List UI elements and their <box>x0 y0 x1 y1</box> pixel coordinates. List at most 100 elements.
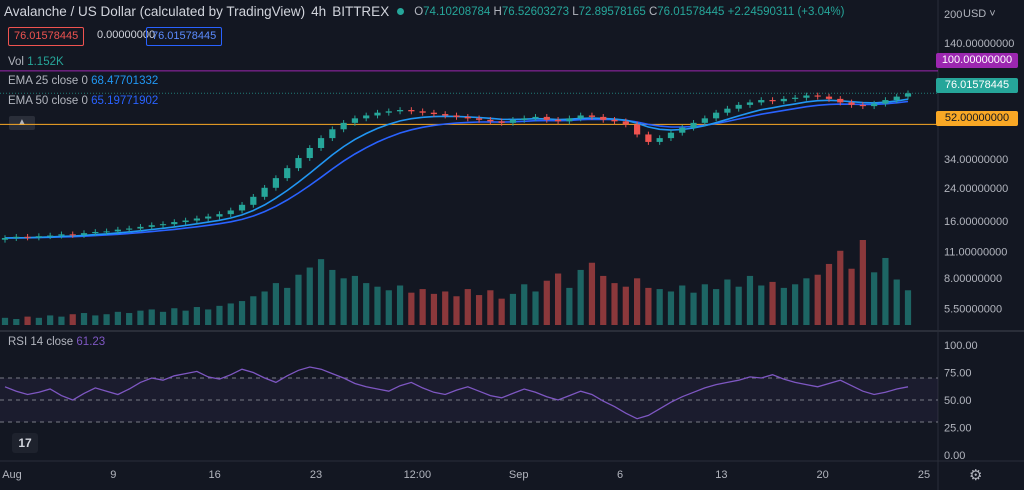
candle-body <box>1 238 9 240</box>
candle-body <box>80 233 88 235</box>
candle-body <box>645 134 652 142</box>
candle-body <box>295 158 302 169</box>
volume-bar <box>284 287 291 325</box>
volume-bar <box>792 284 799 325</box>
volume-bar <box>814 274 821 325</box>
interval-label[interactable]: 4h <box>311 4 327 19</box>
candle-body <box>577 115 584 119</box>
candle-body <box>859 104 866 107</box>
candle-body <box>351 118 359 123</box>
candle-body <box>317 138 325 148</box>
volume-bar <box>159 311 167 325</box>
volume-bar <box>611 283 618 325</box>
volume-bar <box>690 292 697 325</box>
candle-body <box>13 236 20 239</box>
volume-bar <box>114 311 121 325</box>
candle-body <box>543 116 550 120</box>
candle-body <box>126 228 133 230</box>
candle-body <box>47 235 54 237</box>
volume-bar <box>713 289 720 325</box>
candle-body <box>690 122 697 128</box>
collapse-legend-button[interactable]: ▲ <box>9 116 35 130</box>
vol-legend[interactable]: Vol 1.152K <box>8 56 64 68</box>
volume-bar <box>193 307 200 325</box>
candle-body <box>148 225 155 227</box>
sell-price-button[interactable]: 76.01578445 <box>8 27 85 46</box>
volume-bar <box>92 315 99 325</box>
candle-body <box>600 116 607 120</box>
volume-bar <box>758 285 765 325</box>
volume-bar <box>396 285 404 325</box>
candle-body <box>137 226 144 229</box>
volume-bar <box>295 274 302 325</box>
rsi-tick-label: 50.00 <box>944 395 972 407</box>
volume-bar <box>272 283 280 325</box>
volume-bar <box>837 250 844 325</box>
rsi-legend[interactable]: RSI 14 close 61.23 <box>8 336 106 348</box>
volume-bar <box>317 259 325 325</box>
candle-body <box>554 119 562 122</box>
volume-bar <box>724 279 731 325</box>
tradingview-logo-icon[interactable]: 17 <box>12 433 38 453</box>
candle-body <box>487 119 494 122</box>
volume-bar <box>487 290 494 325</box>
time-tick-label: 23 <box>310 469 322 481</box>
volume-bar <box>442 291 449 325</box>
candle-body <box>58 234 65 236</box>
candle-body <box>35 236 42 238</box>
vol-value: 1.152K <box>27 56 64 68</box>
symbol-title[interactable]: Avalanche / US Dollar (calculated by Tra… <box>4 4 306 19</box>
volume-bar <box>205 309 212 325</box>
buy-price-button[interactable]: 76.01578445 <box>146 27 223 46</box>
candle-body <box>792 97 799 99</box>
volume-bar <box>622 286 629 325</box>
candle-body <box>532 116 539 119</box>
volume-bar <box>340 278 347 325</box>
ema50-value: 65.19771902 <box>91 95 159 107</box>
time-tick-label: 25 <box>918 469 930 481</box>
ema50-legend[interactable]: EMA 50 close 0 65.19771902 <box>8 95 159 107</box>
volume-bar <box>735 286 742 325</box>
candle-body <box>261 187 268 197</box>
gear-icon[interactable]: ⚙ <box>969 467 983 484</box>
volume-bar <box>126 313 133 325</box>
candle-body <box>825 96 833 99</box>
rsi-tick-label: 0.00 <box>944 450 965 462</box>
candle-body <box>69 234 76 236</box>
currency-label: USD ˅ <box>963 8 996 20</box>
candle-body <box>837 98 844 103</box>
volume-bar <box>58 316 65 325</box>
candle-body <box>340 122 347 130</box>
ema25-legend[interactable]: EMA 25 close 0 68.47701332 <box>8 75 159 87</box>
candle-body <box>385 111 392 113</box>
volume-bar <box>509 293 517 325</box>
candle-body <box>758 100 765 103</box>
volume-bar <box>306 267 313 325</box>
volume-bar <box>24 316 31 325</box>
price-tick-label: 11.00000000 <box>944 247 1007 259</box>
volume-bar <box>532 291 539 325</box>
candle-body <box>814 95 821 97</box>
volume-bar <box>769 281 776 325</box>
volume-bar <box>351 275 359 325</box>
candle-body <box>103 231 110 233</box>
volume-bar <box>679 285 686 325</box>
candle-body <box>893 96 900 101</box>
candle-body <box>679 127 686 133</box>
candle-body <box>227 210 234 215</box>
candle-body <box>611 119 618 122</box>
exchange-label: BITTREX <box>332 4 390 19</box>
volume-bar <box>80 313 88 325</box>
time-tick-label: 12:00 <box>404 469 432 481</box>
candle-body <box>250 196 257 205</box>
rsi-tick-label: 100.00 <box>944 340 978 352</box>
candle-body <box>588 115 596 117</box>
volume-bar <box>803 278 810 325</box>
candle-body <box>442 114 449 116</box>
volume-bar <box>69 314 76 325</box>
volume-bar <box>137 310 144 325</box>
candle-body <box>306 147 313 159</box>
candle-body <box>475 118 483 120</box>
